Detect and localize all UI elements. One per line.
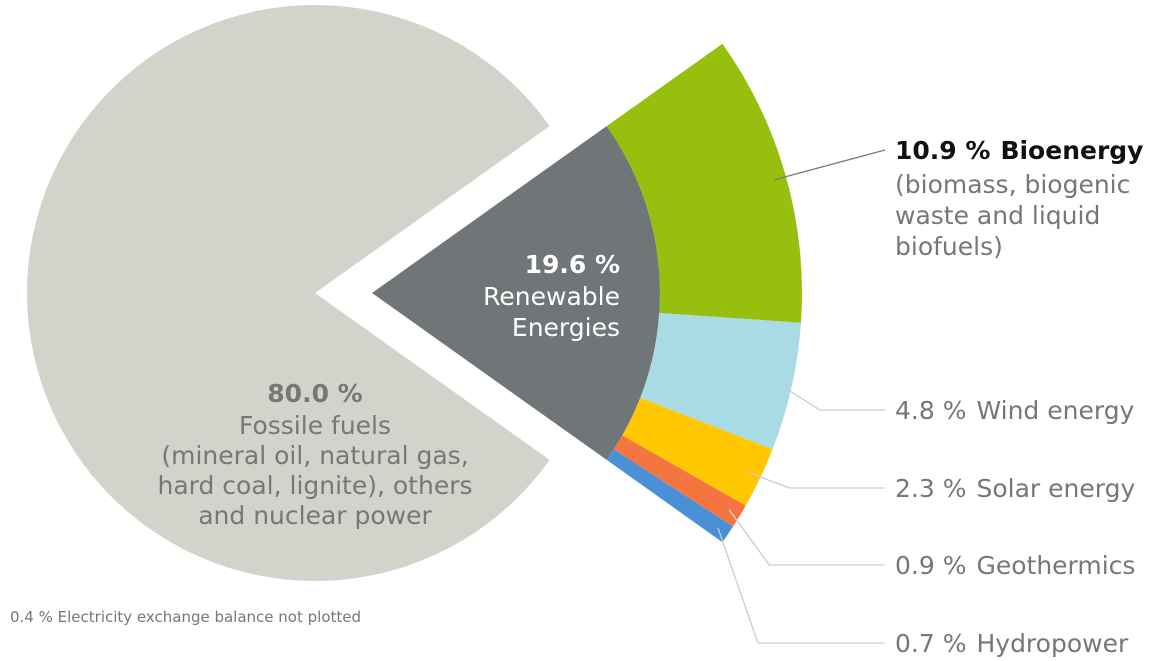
note: 0.4 % Electricity exchange balance not p… (10, 608, 361, 626)
breakdown-label: 2.3 % Solar energy (895, 474, 1135, 503)
slice-name: Fossile fuels (239, 411, 391, 440)
leader-line (774, 149, 886, 181)
breakdown-name: Solar energy (976, 474, 1135, 503)
leader-line (728, 509, 885, 566)
pie-slice (372, 126, 660, 460)
slice-value: 19.6 % (525, 250, 620, 279)
ring-segment (613, 435, 746, 527)
breakdown-label: 0.9 % Geothermics (895, 551, 1135, 580)
breakdown-description: waste and liquid (895, 201, 1100, 230)
ring-segment (622, 397, 773, 506)
breakdown-name: Bioenergy (1000, 136, 1143, 165)
slice-name: Renewable (483, 282, 620, 311)
breakdown-label: 4.8 % Wind energy (895, 396, 1135, 425)
ring-segment (606, 449, 734, 543)
breakdown-name: Geothermics (976, 551, 1135, 580)
leader-line (717, 527, 885, 644)
ring-segment (640, 312, 801, 450)
breakdown-label: 10.9 % Bioenergy (895, 136, 1143, 165)
breakdown-value: 4.8 % (895, 396, 966, 425)
slice-name: hard coal, lignite), others (157, 471, 472, 500)
leader-line (779, 383, 885, 411)
breakdown-value: 0.9 % (895, 551, 966, 580)
slice-name: Energies (512, 313, 620, 342)
breakdown-value: 0.7 % (895, 629, 966, 658)
leader-line (749, 472, 885, 489)
breakdown-value: 10.9 % (895, 136, 990, 165)
breakdown-description: biofuels) (895, 232, 1003, 261)
breakdown-description: (biomass, biogenic (895, 170, 1130, 199)
breakdown-value: 2.3 % (895, 474, 966, 503)
slice-value: 80.0 % (267, 379, 362, 408)
breakdown-label: 0.7 % Hydropower (895, 629, 1129, 658)
ring-segment (606, 43, 803, 323)
breakdown-name: Wind energy (976, 396, 1134, 425)
slice-name: (mineral oil, natural gas, (161, 441, 468, 470)
breakdown-name: Hydropower (976, 629, 1128, 658)
pie-slice (27, 4, 550, 581)
slice-name: and nuclear power (198, 501, 432, 530)
